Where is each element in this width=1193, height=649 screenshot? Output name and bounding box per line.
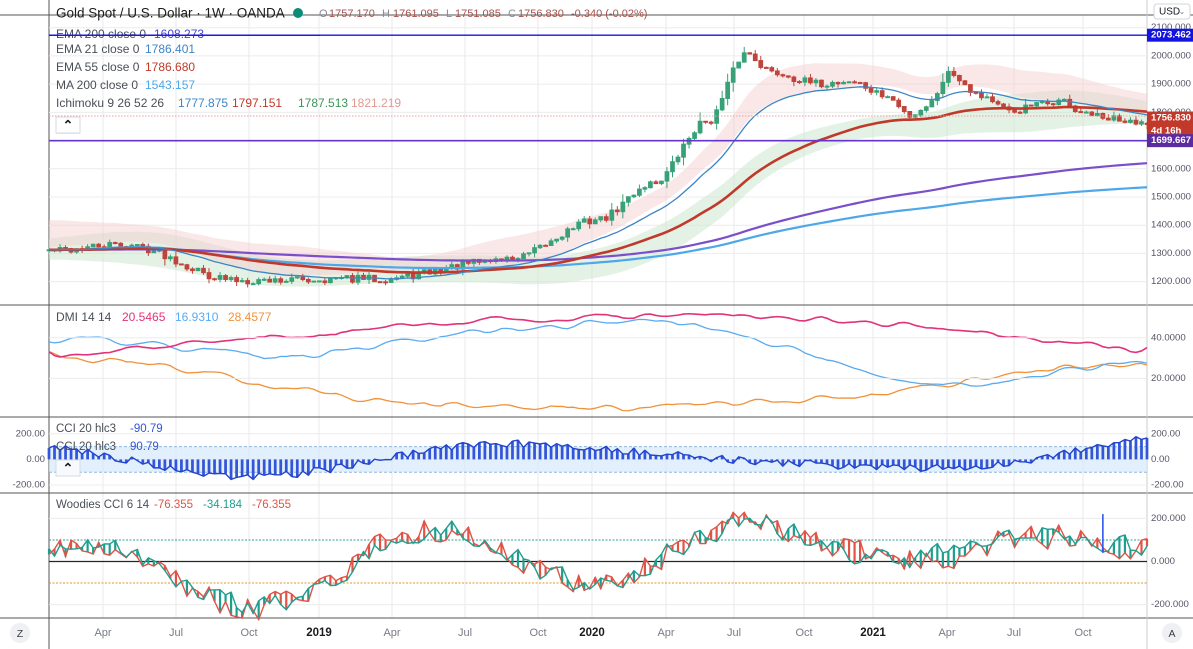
svg-text:C: C xyxy=(508,8,516,20)
svg-text:1500.000: 1500.000 xyxy=(1151,192,1191,203)
svg-text:Apr: Apr xyxy=(938,627,955,639)
svg-text:200.000: 200.000 xyxy=(1151,513,1186,524)
svg-text:200.00: 200.00 xyxy=(16,428,45,439)
svg-text:MA 200 close 0: MA 200 close 0 xyxy=(56,78,138,92)
svg-text:CCI 20 hlc3: CCI 20 hlc3 xyxy=(56,441,116,453)
svg-text:Jul: Jul xyxy=(169,627,183,639)
svg-text:L: L xyxy=(446,8,452,20)
svg-text:90.79: 90.79 xyxy=(130,441,159,453)
svg-text:1699.667: 1699.667 xyxy=(1151,135,1191,146)
svg-text:16.9310: 16.9310 xyxy=(175,310,219,324)
svg-text:-34.184: -34.184 xyxy=(203,499,243,511)
svg-text:Z: Z xyxy=(17,628,24,640)
svg-text:0.00: 0.00 xyxy=(1151,454,1170,465)
svg-text:-76.355: -76.355 xyxy=(154,499,193,511)
svg-text:1787.513: 1787.513 xyxy=(298,96,348,110)
svg-text:1400.000: 1400.000 xyxy=(1151,220,1191,231)
svg-text:DMI 14 14: DMI 14 14 xyxy=(56,310,112,324)
svg-text:20.0000: 20.0000 xyxy=(1151,373,1186,384)
svg-text:1756.830: 1756.830 xyxy=(1151,113,1191,124)
svg-text:Woodies CCI 6 14: Woodies CCI 6 14 xyxy=(56,499,150,511)
svg-text:CCI 20 hlc3: CCI 20 hlc3 xyxy=(56,423,116,435)
svg-text:1797.151: 1797.151 xyxy=(232,96,282,110)
svg-text:1543.157: 1543.157 xyxy=(145,78,195,92)
svg-text:200.00: 200.00 xyxy=(1151,428,1180,439)
svg-text:1761.095: 1761.095 xyxy=(393,8,439,20)
svg-text:20.5465: 20.5465 xyxy=(122,310,166,324)
svg-text:Jul: Jul xyxy=(1007,627,1021,639)
svg-text:40.0000: 40.0000 xyxy=(1151,332,1186,343)
svg-text:1200.000: 1200.000 xyxy=(1151,276,1191,287)
svg-text:Ichimoku 9 26 52 26: Ichimoku 9 26 52 26 xyxy=(56,96,164,110)
svg-text:1608.273: 1608.273 xyxy=(154,27,204,41)
svg-text:-200.000: -200.000 xyxy=(1151,599,1189,610)
svg-text:-76.355: -76.355 xyxy=(252,499,291,511)
svg-text:1300.000: 1300.000 xyxy=(1151,248,1191,259)
svg-text:-0.340 (-0.02%): -0.340 (-0.02%) xyxy=(571,8,647,20)
svg-text:⌃: ⌃ xyxy=(63,117,74,132)
svg-text:Apr: Apr xyxy=(94,627,111,639)
svg-text:H: H xyxy=(382,8,390,20)
svg-text:1777.875: 1777.875 xyxy=(178,96,228,110)
svg-text:2019: 2019 xyxy=(306,627,332,639)
svg-text:1751.085: 1751.085 xyxy=(455,8,501,20)
svg-text:Jul: Jul xyxy=(727,627,741,639)
svg-text:-200.00: -200.00 xyxy=(12,480,45,491)
svg-text:Oct: Oct xyxy=(240,627,257,639)
svg-text:Oct: Oct xyxy=(1074,627,1091,639)
svg-text:1786.401: 1786.401 xyxy=(145,42,195,56)
svg-text:USD: USD xyxy=(1159,7,1180,18)
svg-text:EMA 21 close 0: EMA 21 close 0 xyxy=(56,42,140,56)
svg-text:2020: 2020 xyxy=(579,627,605,639)
svg-text:1600.000: 1600.000 xyxy=(1151,163,1191,174)
svg-text:1900.000: 1900.000 xyxy=(1151,79,1191,90)
svg-text:Jul: Jul xyxy=(458,627,472,639)
svg-text:EMA 55 close 0: EMA 55 close 0 xyxy=(56,60,140,74)
svg-text:Oct: Oct xyxy=(529,627,546,639)
svg-text:2073.462: 2073.462 xyxy=(1151,30,1191,41)
svg-text:0.000: 0.000 xyxy=(1151,556,1175,567)
svg-text:-90.79: -90.79 xyxy=(130,423,163,435)
svg-text:O: O xyxy=(319,8,328,20)
svg-text:A: A xyxy=(1168,628,1175,640)
svg-text:-200.00: -200.00 xyxy=(1151,480,1184,491)
svg-text:Apr: Apr xyxy=(657,627,674,639)
svg-text:2021: 2021 xyxy=(860,627,886,639)
svg-text:Gold Spot / U.S. Dollar · 1W ·: Gold Spot / U.S. Dollar · 1W · OANDA xyxy=(56,6,285,21)
svg-text:28.4577: 28.4577 xyxy=(228,310,272,324)
svg-text:1756.830: 1756.830 xyxy=(518,8,564,20)
svg-text:EMA 200 close 0: EMA 200 close 0 xyxy=(56,27,146,41)
svg-text:Oct: Oct xyxy=(795,627,812,639)
svg-text:⌄: ⌄ xyxy=(1179,7,1186,16)
svg-text:0.00: 0.00 xyxy=(26,454,45,465)
svg-text:Apr: Apr xyxy=(383,627,400,639)
svg-text:1757.170: 1757.170 xyxy=(329,8,375,20)
svg-text:1786.680: 1786.680 xyxy=(145,60,195,74)
svg-text:⌃: ⌃ xyxy=(63,460,74,475)
svg-text:1821.219: 1821.219 xyxy=(351,96,401,110)
svg-text:2000.000: 2000.000 xyxy=(1151,50,1191,61)
